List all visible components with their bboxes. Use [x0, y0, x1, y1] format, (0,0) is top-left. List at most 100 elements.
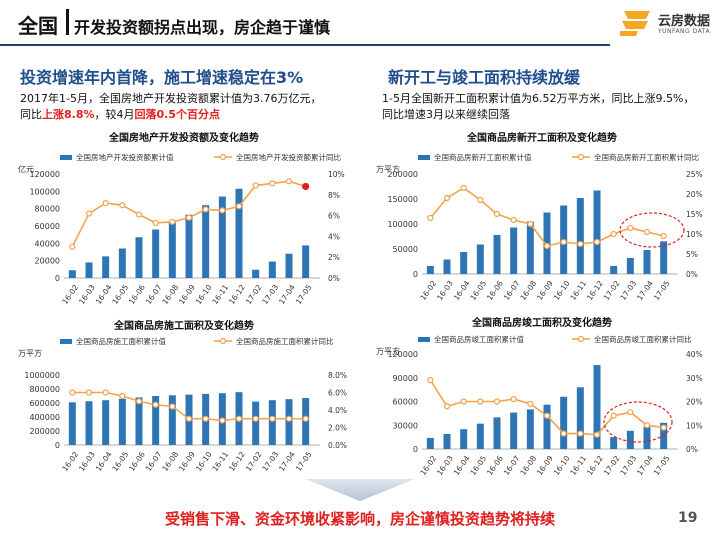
x-tick-label: 16-12: [227, 283, 247, 306]
x-tick-label: 16-10: [552, 454, 572, 477]
y-tick-label: 100000: [387, 220, 418, 229]
x-tick-label: 16-11: [568, 279, 588, 302]
line-point: [285, 415, 293, 422]
y2-tick-label: 10%: [686, 230, 703, 239]
bar: [526, 221, 534, 274]
x-tick-label: 17-05: [652, 454, 672, 477]
bar: [576, 387, 584, 449]
bar: [493, 417, 501, 449]
left-section-title: 投资增速年内首降，施工增速稳定在3%: [20, 68, 304, 87]
x-tick-label: 16-04: [452, 454, 472, 477]
x-tick-label: 16-08: [518, 454, 538, 477]
y2-tick-label: 8%: [328, 191, 340, 200]
line-point: [443, 403, 451, 410]
bar: [85, 401, 93, 445]
bar: [285, 253, 293, 278]
bar: [626, 258, 634, 274]
x-tick-label: 17-04: [635, 454, 655, 477]
legend-bar-label: 全国商品房竣工面积累计值: [434, 334, 524, 344]
under-construction-chart: 全国商品房施工面积及变化趋势 万平方 全国商品房施工面积累计值 全国商品房施工面积累计…: [14, 317, 354, 477]
legend-bar-label: 全国房地产开发投资额累计值: [76, 152, 174, 162]
line-point: [477, 196, 484, 204]
x-tick-label: 16-02: [60, 450, 80, 473]
line-point: [102, 389, 109, 396]
bar: [252, 269, 260, 278]
x-tick-label: 17-03: [618, 454, 638, 477]
bar: [185, 214, 193, 278]
y2-tick-label: 2.0%: [328, 424, 347, 433]
line-point: [85, 389, 93, 396]
chart-title: 全国房地产开发投资额及变化趋势: [108, 131, 259, 144]
y-tick-label: 0: [413, 445, 418, 454]
bar: [510, 412, 518, 449]
y2-tick-label: 4%: [328, 232, 340, 241]
line-point: [493, 398, 501, 405]
x-tick-label: 17-02: [602, 454, 622, 477]
line-point: [477, 398, 484, 405]
line-point: [269, 415, 276, 422]
line-point: [443, 194, 451, 202]
left-desc-red2: 回落0.5个百分点: [134, 108, 221, 121]
new-construction-chart: 全国商品房新开工面积及变化趋势 万平方 全国商品房新开工面积累计值 全国商品房新开工面…: [372, 128, 712, 303]
bar: [443, 433, 451, 449]
bar: [443, 259, 451, 274]
x-tick-label: 16-03: [435, 454, 455, 477]
x-tick-label: 17-05: [294, 450, 314, 473]
legend-line-label: 全国商品房新开工面积累计同比: [594, 152, 699, 162]
x-tick-label: 17-04: [277, 283, 297, 306]
line-point: [627, 224, 634, 232]
line-point: [610, 412, 617, 419]
y2-tick-label: 6%: [328, 212, 340, 221]
x-tick-label: 16-05: [110, 283, 130, 306]
bar: [493, 235, 501, 274]
y2-tick-label: 25%: [686, 170, 703, 179]
x-tick-label: 16-10: [552, 279, 572, 302]
highlight-circle: [619, 212, 685, 248]
line-point: [643, 228, 651, 236]
line-point: [610, 230, 617, 238]
line-point: [119, 202, 126, 209]
bar: [460, 252, 468, 274]
y-tick-label: 400000: [29, 413, 60, 422]
x-tick-label: 16-06: [127, 450, 147, 473]
bar: [476, 423, 484, 449]
line-point: [660, 424, 667, 431]
line-point: [527, 220, 534, 228]
y-tick-label: 800000: [29, 385, 60, 394]
legend-bar-swatch: [418, 337, 430, 342]
line-point: [510, 216, 517, 224]
line-point: [219, 207, 226, 214]
line-point: [185, 415, 193, 422]
bar: [610, 266, 618, 274]
bar: [426, 437, 434, 449]
line-point: [302, 415, 309, 422]
bar: [660, 422, 668, 449]
y2-tick-label: 4.0%: [328, 406, 347, 415]
x-tick-label: 17-03: [618, 279, 638, 302]
y2-tick-label: 6.0%: [328, 389, 347, 398]
y-axis-label: 万平方: [376, 346, 400, 356]
y-tick-label: 20000: [35, 257, 60, 266]
legend-line-marker: [577, 153, 585, 161]
x-tick-label: 16-02: [418, 279, 438, 302]
right-section-desc: 1-5月全国新开工面积累计值为6.52万平方米，同比上涨9.5%， 同比增速3月…: [382, 91, 720, 123]
line-point: [152, 401, 159, 408]
y-tick-label: 120000: [29, 170, 60, 179]
line-point: [302, 182, 310, 191]
y-tick-label: 600000: [29, 399, 60, 408]
x-tick-label: 16-03: [77, 283, 97, 306]
x-tick-label: 16-02: [60, 283, 80, 306]
bar: [660, 241, 668, 274]
x-tick-label: 16-10: [194, 450, 214, 473]
left-desc-line2: 同比上涨8.8%，较4月回落0.5个百分点: [20, 107, 360, 123]
y2-tick-label: 20%: [686, 398, 703, 407]
x-tick-label: 16-08: [160, 450, 180, 473]
x-tick-label: 17-04: [277, 450, 297, 473]
line-point: [252, 182, 259, 189]
y2-tick-label: 15%: [686, 210, 703, 219]
line-point: [593, 238, 601, 246]
y2-tick-label: 0%: [686, 270, 698, 279]
logo-icon: [620, 11, 650, 36]
